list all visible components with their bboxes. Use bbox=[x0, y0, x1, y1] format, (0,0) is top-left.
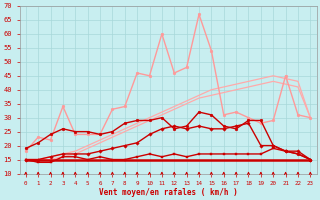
X-axis label: Vent moyen/en rafales ( km/h ): Vent moyen/en rafales ( km/h ) bbox=[99, 188, 237, 197]
